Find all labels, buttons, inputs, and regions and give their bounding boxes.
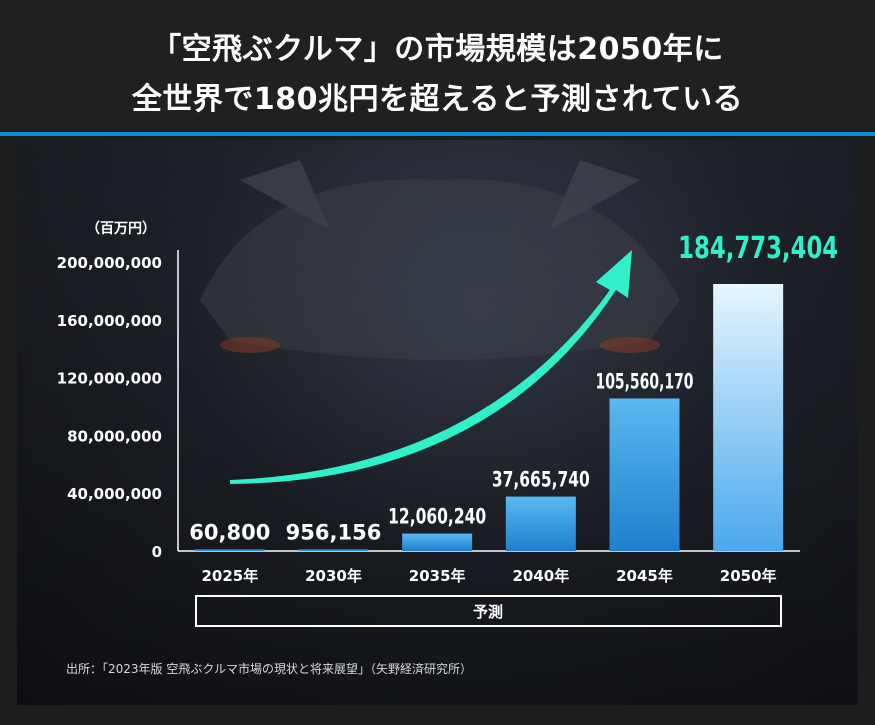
title-line-1: 「空飛ぶクルマ」の市場規模は2050年に xyxy=(151,32,724,67)
bar-2045年 xyxy=(609,398,680,551)
y-tick-label: 0 xyxy=(152,543,162,561)
forecast-label: 予測 xyxy=(473,603,503,621)
y-tick-label: 40,000,000 xyxy=(67,485,162,503)
bar-2035年 xyxy=(402,533,473,551)
x-tick-label: 2045年 xyxy=(616,567,673,585)
x-tick-label: 2050年 xyxy=(720,567,777,585)
bar-2030年 xyxy=(298,549,369,551)
y-tick-label: 200,000,000 xyxy=(57,254,162,272)
car-silhouette xyxy=(200,160,680,360)
y-tick-label: 120,000,000 xyxy=(57,370,162,388)
x-tick-label: 2030年 xyxy=(305,567,362,585)
y-axis-unit-label: （百万円） xyxy=(86,221,156,237)
growth-arrow xyxy=(230,250,632,484)
title-line-2: 全世界で180兆円を超えると予測されている xyxy=(131,82,744,117)
data-label: 37,665,740 xyxy=(492,468,590,492)
x-tick-label: 2035年 xyxy=(409,567,466,585)
y-tick-label: 80,000,000 xyxy=(67,427,162,445)
bar-2025年 xyxy=(194,549,265,551)
bar-2050年 xyxy=(713,284,784,551)
data-label: 60,800 xyxy=(189,521,270,545)
y-tick-label: 160,000,000 xyxy=(57,312,162,330)
data-label: 12,060,240 xyxy=(388,505,486,529)
x-tick-label: 2040年 xyxy=(512,567,569,585)
forecast-box: 予測 xyxy=(195,595,782,627)
x-tick-label: 2025年 xyxy=(201,567,258,585)
source-note: 出所：「2023年版 空飛ぶクルマ市場の現状と将来展望」（矢野経済研究所） xyxy=(66,662,472,676)
data-label: 105,560,170 xyxy=(596,369,694,393)
data-label: 956,156 xyxy=(286,521,382,545)
bar-2040年 xyxy=(505,496,576,551)
header: 「空飛ぶクルマ」の市場規模は2050年に 全世界で180兆円を超えると予測されて… xyxy=(0,0,875,136)
data-label: 184,773,404 xyxy=(678,231,838,266)
